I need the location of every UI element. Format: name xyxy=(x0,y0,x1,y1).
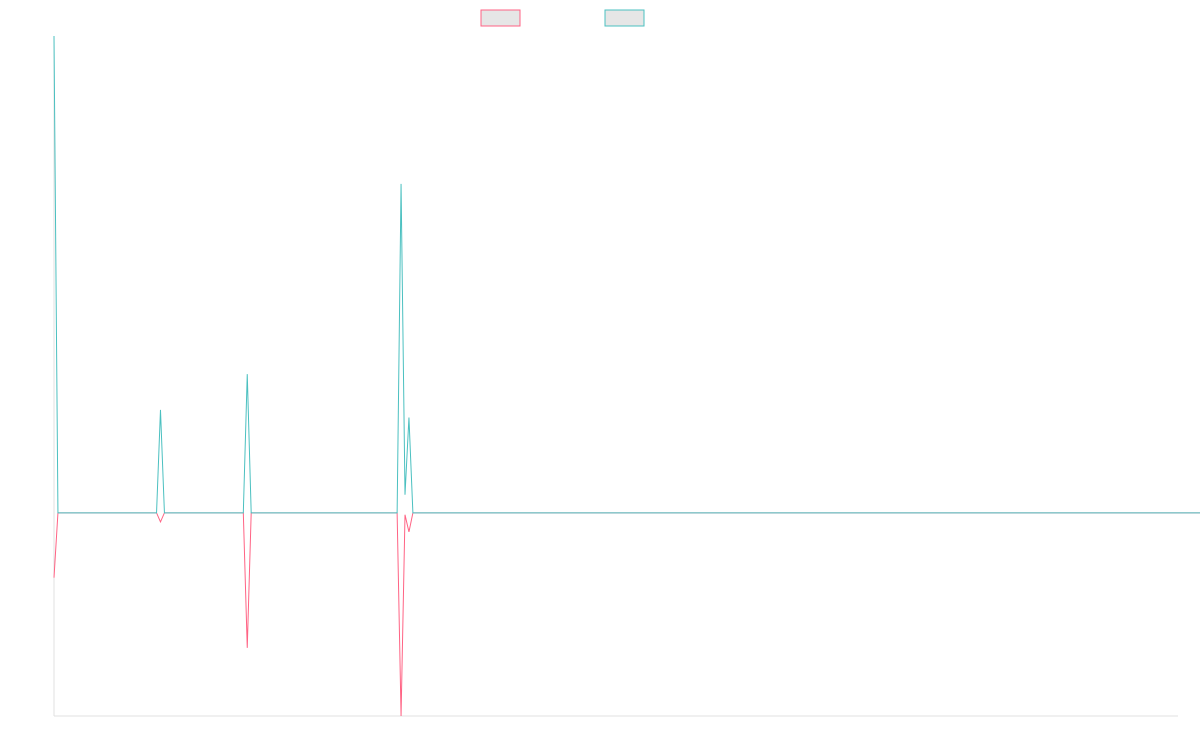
legend-swatch xyxy=(604,9,645,27)
legend-swatch xyxy=(480,9,521,27)
data-line xyxy=(53,512,1200,717)
data-line xyxy=(53,35,1200,514)
